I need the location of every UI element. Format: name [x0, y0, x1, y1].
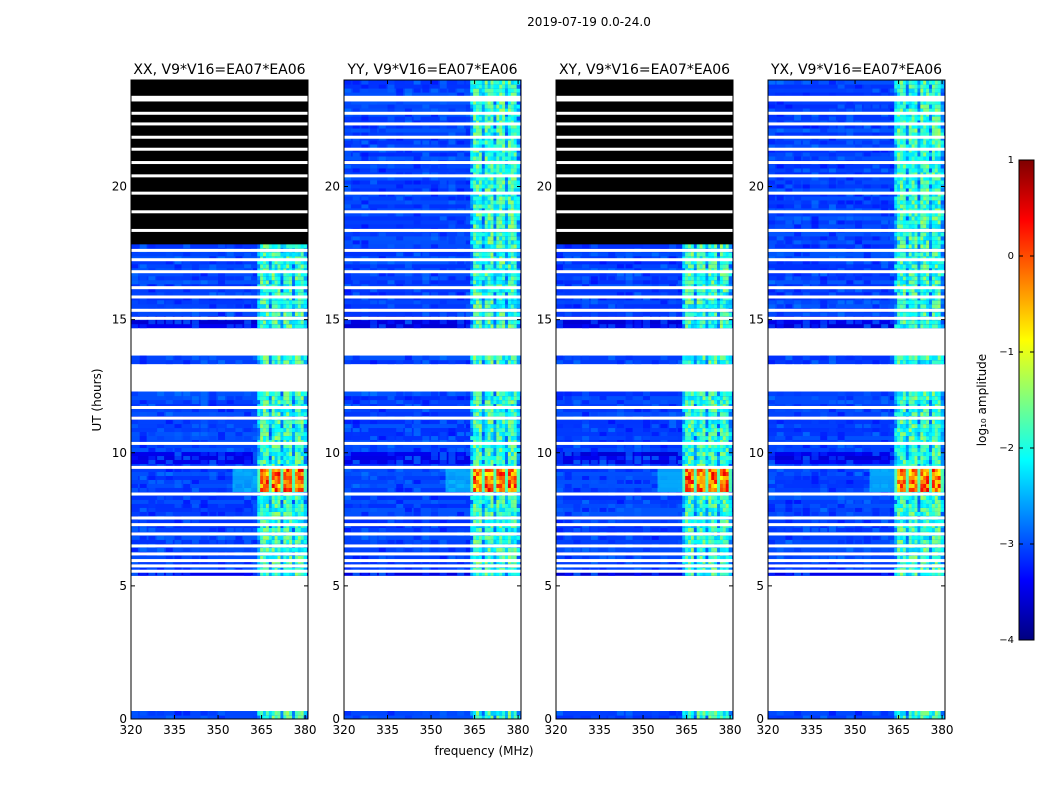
y-tick-label: 10	[325, 446, 340, 460]
y-tick-label: 15	[537, 313, 552, 327]
y-tick-label: 20	[749, 180, 764, 194]
y-tick-label: 0	[119, 712, 127, 726]
x-tick-label: 335	[376, 723, 399, 737]
colorbar-label: log₁₀ amplitude	[975, 354, 989, 446]
x-tick-label: 350	[420, 723, 443, 737]
x-tick-label: 335	[800, 723, 823, 737]
x-tick-label: 320	[120, 723, 143, 737]
x-tick-label: 365	[675, 723, 698, 737]
y-tick-label: 10	[537, 446, 552, 460]
y-tick-label: 5	[756, 579, 764, 593]
panel-title: XX, V9*V16=EA07*EA06	[133, 62, 305, 78]
plot-frame	[343, 79, 522, 720]
x-axis-label: frequency (MHz)	[434, 744, 533, 758]
y-tick-label: 15	[749, 313, 764, 327]
y-tick-label: 0	[332, 712, 340, 726]
x-tick-label: 335	[163, 723, 186, 737]
colorbar-gradient	[1018, 159, 1035, 641]
colorbar: 1 0 −1 −2 −3 −4	[999, 155, 1035, 646]
heatmap-image	[768, 80, 945, 719]
y-tick-label: 0	[756, 712, 764, 726]
plot-frame	[130, 79, 309, 720]
plot-frame	[767, 79, 946, 720]
x-tick-label: 365	[463, 723, 486, 737]
x-tick-label: 350	[844, 723, 867, 737]
plot-frame	[555, 79, 734, 720]
x-tick-label: 365	[887, 723, 910, 737]
y-tick-label: 5	[332, 579, 340, 593]
x-tick-label: 380	[719, 723, 742, 737]
panels: XX, V9*V16=EA07*EA06 320 335 350 365 380 0 5 10 1…	[112, 62, 954, 737]
colorbar-tick-label: −1	[999, 347, 1014, 358]
y-tick-label: 15	[112, 313, 127, 327]
y-tick-label: 20	[112, 180, 127, 194]
x-tick-label: 365	[250, 723, 273, 737]
figure-suptitle: 2019-07-19 0.0-24.0	[527, 15, 651, 29]
panel-1: XX, V9*V16=EA07*EA06 320 335 350 365 380 0 5 10 1…	[112, 62, 317, 737]
y-tick-label: 5	[544, 579, 552, 593]
panel-title: XY, V9*V16=EA07*EA06	[559, 62, 730, 78]
colorbar-tick-label: −2	[999, 443, 1014, 454]
y-tick-label: 0	[544, 712, 552, 726]
y-tick-label: 10	[749, 446, 764, 460]
panel-title: YX, V9*V16=EA07*EA06	[770, 62, 942, 78]
panel-title: YY, V9*V16=EA07*EA06	[346, 62, 517, 78]
x-tick-label: 380	[931, 723, 954, 737]
x-tick-label: 380	[294, 723, 317, 737]
y-tick-label: 20	[325, 180, 340, 194]
x-tick-label: 350	[207, 723, 230, 737]
x-tick-label: 320	[757, 723, 780, 737]
colorbar-tick-label: 0	[1008, 251, 1014, 262]
colorbar-tick-label: −3	[999, 539, 1014, 550]
panel-3: XY, V9*V16=EA07*EA06 320 335 350 365 380 0 5 10 1…	[537, 62, 742, 737]
x-tick-label: 380	[507, 723, 530, 737]
panel-4: YX, V9*V16=EA07*EA06 320 335 350 365 380 0 5 10 1…	[749, 62, 954, 737]
heatmap-image	[556, 80, 733, 719]
x-tick-label: 350	[632, 723, 655, 737]
y-tick-label: 20	[537, 180, 552, 194]
x-tick-label: 320	[333, 723, 356, 737]
y-tick-label: 10	[112, 446, 127, 460]
y-tick-label: 5	[119, 579, 127, 593]
panel-2: YY, V9*V16=EA07*EA06 320 335 350 365 380 0 5 10 1…	[325, 62, 530, 737]
y-tick-label: 15	[325, 313, 340, 327]
x-tick-label: 335	[588, 723, 611, 737]
colorbar-tick-label: −4	[999, 635, 1014, 646]
y-axis-label: UT (hours)	[90, 368, 104, 431]
heatmap-image	[131, 80, 308, 719]
colorbar-tick-label: 1	[1008, 155, 1014, 166]
heatmap-image	[344, 80, 521, 719]
x-tick-label: 320	[545, 723, 568, 737]
